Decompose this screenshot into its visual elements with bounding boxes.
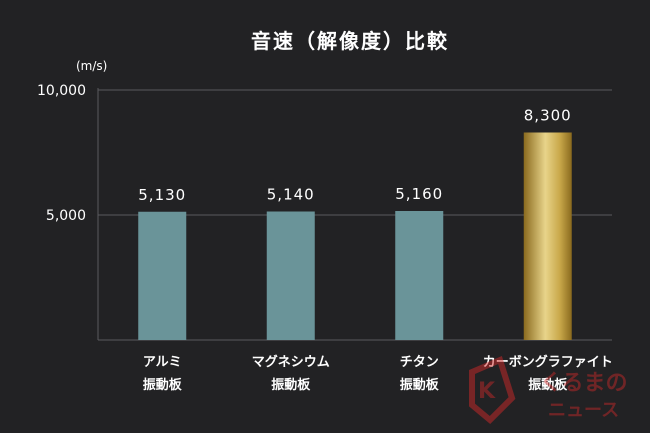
x-tick-label: 振動板 <box>143 377 183 393</box>
watermark-text-1: くるまの <box>540 371 628 396</box>
watermark-mark: K <box>478 379 496 404</box>
x-tick-label: 振動板 <box>400 377 440 393</box>
watermark-logo: K くるまの ニュース <box>469 355 628 425</box>
y-axis-unit: (m/s) <box>76 59 107 73</box>
x-tick-label: 振動板 <box>271 377 311 393</box>
bar <box>523 132 572 340</box>
y-tick-label: 10,000 <box>37 83 86 99</box>
bar-value-label: 8,300 <box>524 107 572 125</box>
x-tick-label: マグネシウム <box>252 354 330 370</box>
bar-value-label: 5,140 <box>267 186 315 204</box>
bar <box>266 211 315 340</box>
x-tick-label: カーボングラファイト <box>483 354 613 370</box>
bar <box>395 211 444 340</box>
chart-title: 音速（解像度）比較 <box>251 29 449 53</box>
x-tick-label: チタン <box>400 355 439 370</box>
y-tick-label: 5,000 <box>46 208 86 224</box>
bar <box>138 211 187 340</box>
bar-value-label: 5,130 <box>138 186 186 204</box>
x-tick-label: 振動板 <box>528 377 568 393</box>
watermark-text-2: ニュース <box>548 400 619 421</box>
labels: 5,00010,0005,130アルミ振動板5,140マグネシウム振動板5,16… <box>37 83 613 393</box>
bars <box>138 132 572 340</box>
x-tick-label: アルミ <box>143 355 182 370</box>
bar-value-label: 5,160 <box>395 185 443 203</box>
